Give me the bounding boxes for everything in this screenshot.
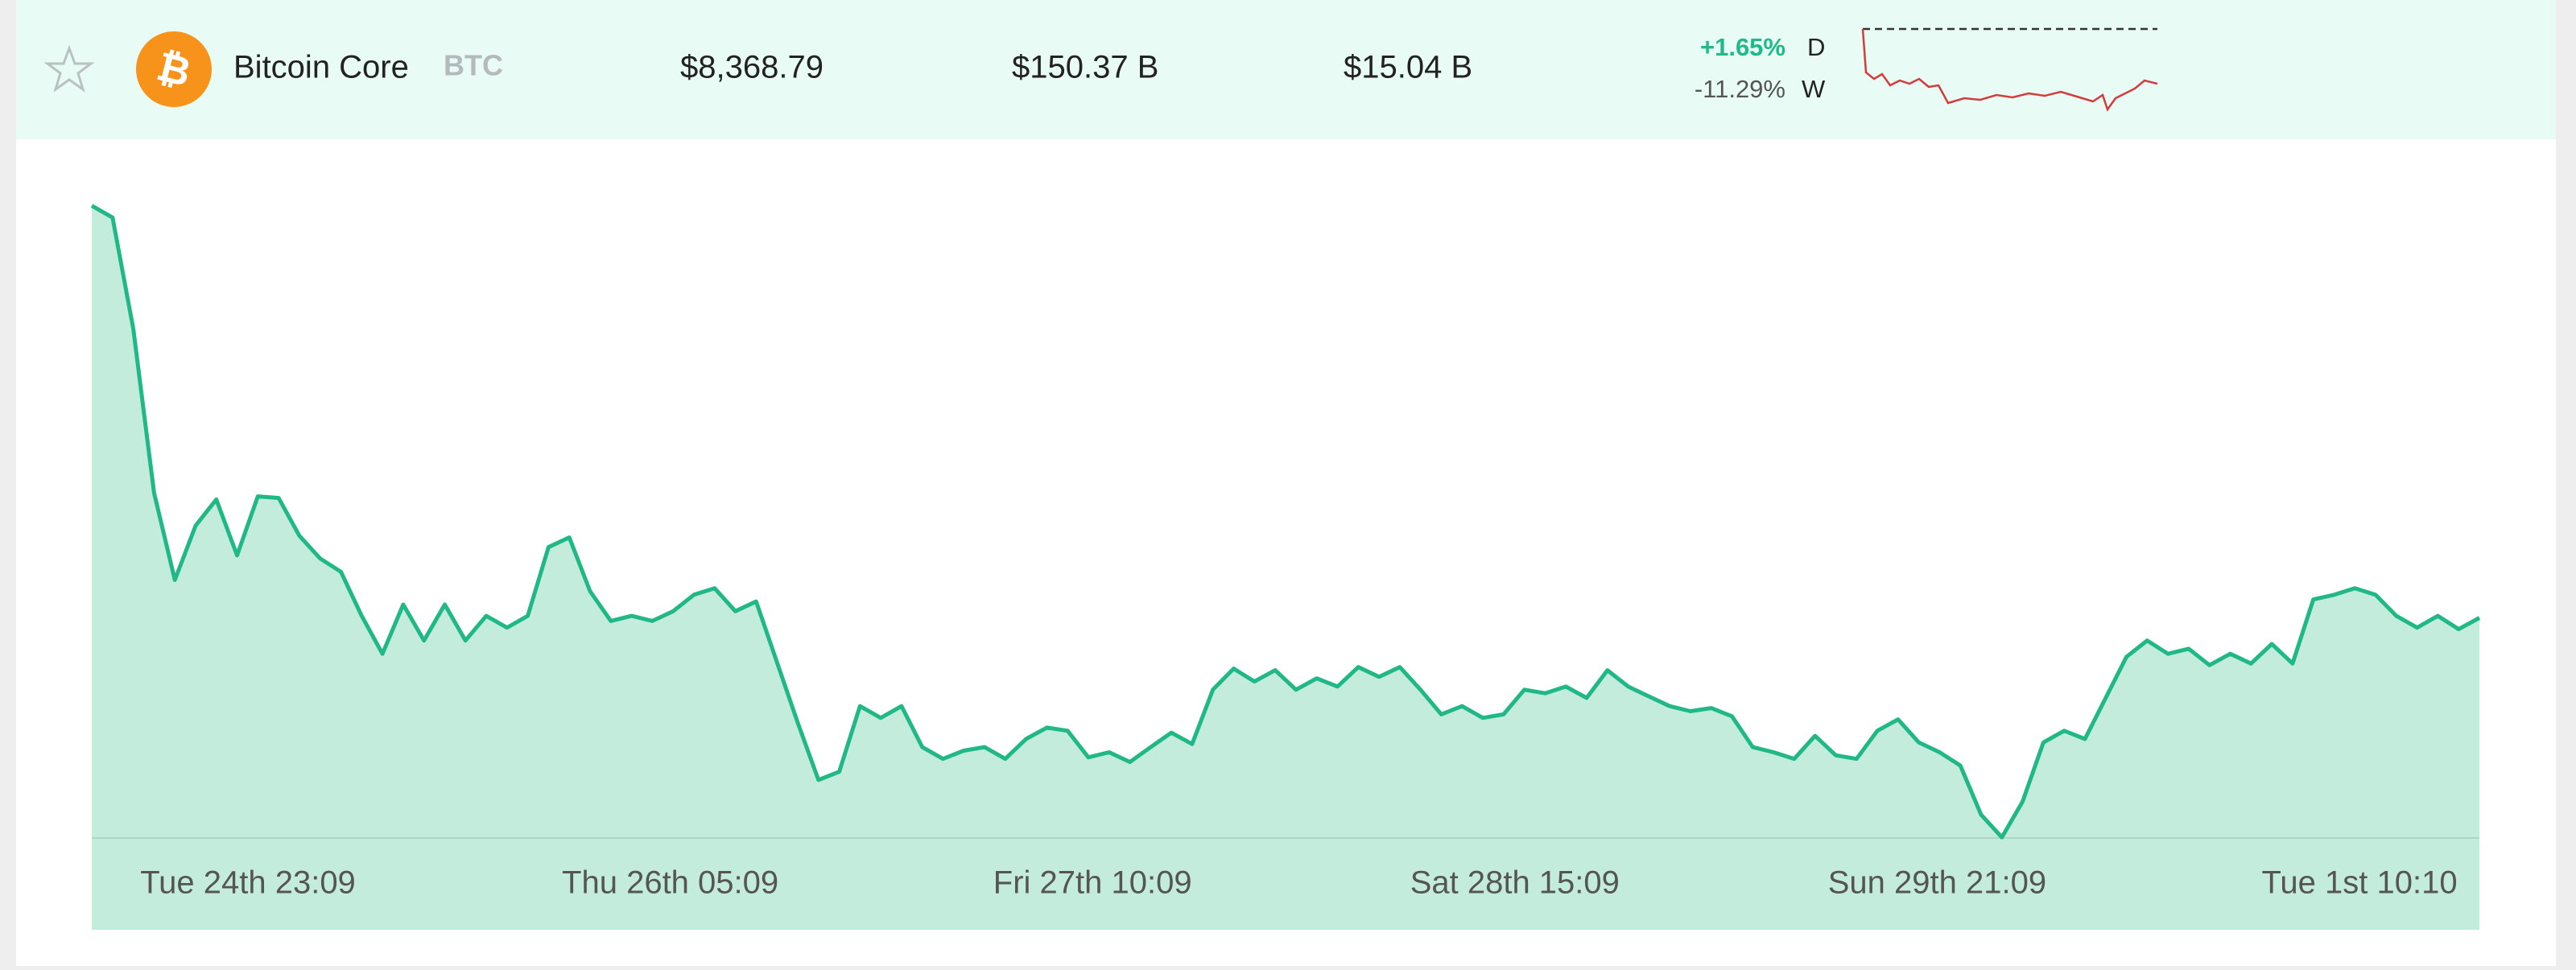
week-change: -11.29%: [1695, 75, 1785, 103]
x-tick-label: Sun 29th 21:09: [1828, 865, 2046, 901]
week-label: W: [1802, 75, 1826, 103]
x-tick-label: Tue 24th 23:09: [140, 865, 356, 901]
x-tick-label: Sat 28th 15:09: [1410, 865, 1620, 901]
x-tick-label: Tue 1st 10:10: [2261, 865, 2457, 901]
x-tick-label: Fri 27th 10:09: [993, 865, 1192, 901]
market-cap: $150.37 B: [1012, 50, 1158, 85]
coin-row[interactable]: [16, 0, 2556, 139]
day-label: D: [1807, 33, 1825, 61]
favorite-star[interactable]: [43, 44, 95, 93]
volume: $15.04 B: [1344, 50, 1472, 85]
price-line: [90, 204, 2481, 840]
price: $8,368.79: [680, 50, 824, 85]
sparkline: [1861, 28, 2158, 112]
coin-name: Bitcoin Core: [233, 50, 409, 85]
coin-symbol: BTC: [444, 49, 503, 82]
area-fill: [92, 205, 2479, 931]
x-tick-label: Thu 26th 05:09: [562, 865, 778, 901]
coin-icon: [136, 31, 212, 107]
day-change: +1.65%: [1700, 33, 1785, 61]
